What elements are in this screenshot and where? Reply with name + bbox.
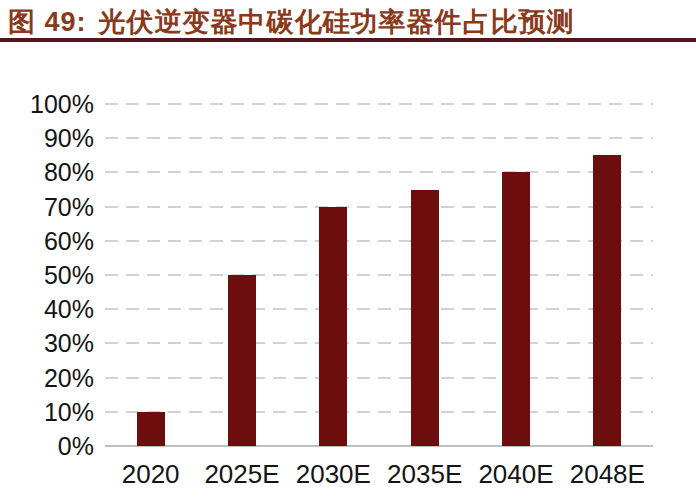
bar-2030E [319, 207, 347, 446]
x-tick-label: 2035E [379, 458, 470, 490]
y-tick-label: 30% [6, 328, 94, 358]
x-tick-label: 2040E [470, 458, 561, 490]
bar-2040E [502, 172, 530, 446]
y-tick-label: 100% [6, 89, 94, 119]
figure-header: 图 49: 光伏逆变器中碳化硅功率器件占比预测 [8, 4, 575, 40]
bar-slot [562, 104, 653, 446]
y-tick-label: 60% [6, 226, 94, 256]
bar-slot [196, 104, 287, 446]
y-tick-label: 70% [6, 192, 94, 222]
y-tick-label: 40% [6, 294, 94, 324]
bar-slot [288, 104, 379, 446]
plot-area [105, 104, 653, 446]
bar-slot [105, 104, 196, 446]
figure-title: 光伏逆变器中碳化硅功率器件占比预测 [99, 7, 575, 37]
x-tick-label: 2025E [196, 458, 287, 490]
y-tick-label: 80% [6, 157, 94, 187]
title-underline [0, 38, 696, 42]
figure-number: 图 49: [8, 7, 87, 37]
x-tick-label: 2020 [105, 458, 196, 490]
bar-2025E [228, 275, 256, 446]
x-axis-labels: 20202025E2030E2035E2040E2048E [105, 458, 653, 492]
x-tick-label: 2048E [562, 458, 653, 490]
y-tick-label: 90% [6, 123, 94, 153]
figure-container: 图 49: 光伏逆变器中碳化硅功率器件占比预测 0% 10% 20% 30% 40% 50%… [0, 0, 696, 502]
y-tick-label: 10% [6, 397, 94, 427]
bar-2048E [593, 155, 621, 446]
y-tick-label: 50% [6, 260, 94, 290]
bar-slot [379, 104, 470, 446]
y-tick-label: 20% [6, 363, 94, 393]
x-tick-label: 2030E [288, 458, 379, 490]
bar-2020 [137, 412, 165, 446]
bar-2035E [411, 190, 439, 447]
bar-slot [470, 104, 561, 446]
y-tick-label: 0% [6, 431, 94, 461]
